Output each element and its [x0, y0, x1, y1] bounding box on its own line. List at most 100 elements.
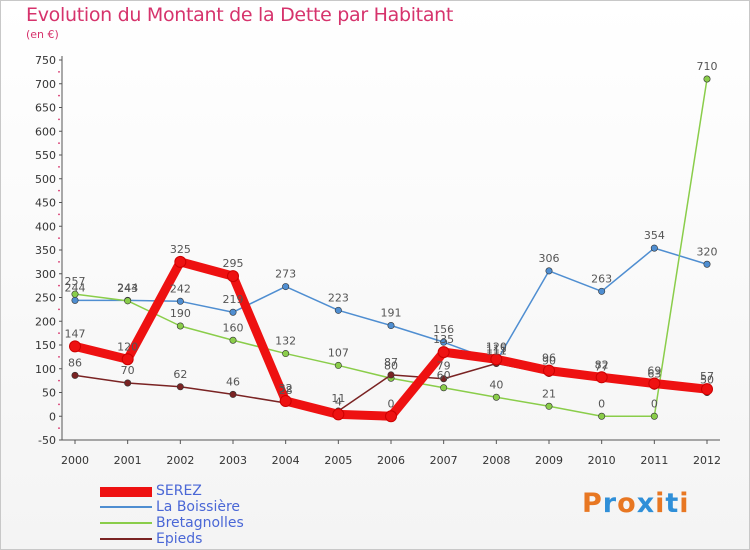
x-tick-label: 2009: [535, 454, 563, 467]
y-tick-label: 50: [42, 387, 56, 400]
data-point: [282, 350, 290, 358]
data-label: 320: [697, 245, 718, 258]
data-point: [71, 290, 79, 298]
data-label: 79: [437, 360, 451, 373]
y-tick-label: 550: [35, 149, 56, 162]
chart-subtitle: (en €): [26, 28, 59, 41]
y-tick-label: 150: [35, 339, 56, 352]
data-point: [703, 75, 711, 83]
y-tick-label: 200: [35, 315, 56, 328]
data-point: [598, 412, 606, 420]
logo-letter: r: [602, 488, 618, 519]
data-point: [332, 408, 345, 421]
data-point: [229, 390, 237, 398]
series-line-1: [74, 247, 708, 363]
data-label: 0: [651, 397, 658, 410]
y-minor-tick: [58, 94, 60, 97]
y-minor-tick: [58, 379, 60, 382]
y-minor-tick: [58, 260, 60, 263]
data-label: 69: [647, 364, 661, 377]
data-point: [71, 371, 79, 379]
y-minor-tick: [58, 70, 60, 73]
x-tick-label: 2005: [324, 454, 352, 467]
y-minor-tick: [58, 142, 60, 145]
data-point: [124, 379, 132, 387]
data-label: 325: [170, 243, 191, 256]
data-point: [703, 260, 711, 268]
data-point: [701, 383, 713, 396]
data-label: 4: [335, 395, 342, 408]
data-label: 354: [644, 229, 665, 242]
y-minor-tick: [58, 237, 60, 240]
x-tick-label: 2001: [114, 454, 142, 467]
data-label: 96: [542, 352, 556, 365]
data-label: 57: [700, 370, 714, 383]
data-point: [387, 371, 395, 379]
data-point: [595, 371, 608, 384]
data-point: [279, 395, 292, 408]
data-label: 62: [173, 368, 187, 381]
data-point: [440, 375, 448, 383]
data-label: 0: [388, 397, 395, 410]
data-label: 0: [598, 397, 605, 410]
data-label: 257: [65, 275, 86, 288]
legend-label-epieds: Epieds: [156, 531, 203, 547]
data-label: 111: [486, 345, 507, 358]
legend-swatch-serez: [100, 487, 152, 497]
y-minor-tick: [58, 213, 60, 216]
data-point: [124, 297, 132, 305]
data-label: 80: [384, 359, 398, 372]
data-label: 243: [117, 282, 138, 295]
data-label: 190: [170, 307, 191, 320]
data-label: 28: [279, 384, 293, 397]
data-label: 46: [226, 375, 240, 388]
data-label: 147: [65, 327, 86, 340]
y-tick-label: 0: [49, 410, 56, 423]
data-label: 191: [381, 307, 402, 320]
y-minor-tick: [58, 165, 60, 168]
logo-letter: o: [617, 488, 637, 519]
data-label: 60: [437, 369, 451, 382]
data-label: 115: [486, 343, 507, 356]
y-minor-tick: [58, 118, 60, 121]
data-point: [176, 297, 184, 305]
x-tick-label: 2012: [693, 454, 721, 467]
data-point: [229, 308, 237, 316]
y-minor-tick: [58, 427, 60, 430]
data-point: [227, 270, 239, 283]
data-point: [440, 338, 448, 346]
data-label: 32: [279, 382, 293, 395]
y-minor-tick: [58, 308, 60, 311]
data-label: 120: [486, 340, 507, 353]
data-point: [174, 255, 187, 268]
logo-letter: i: [655, 488, 666, 519]
proxiti-logo: Proxiti: [582, 488, 690, 519]
data-label: 219: [223, 293, 244, 306]
y-minor-tick: [58, 189, 60, 192]
logo-letter: t: [665, 488, 680, 519]
data-label: 160: [223, 321, 244, 334]
data-point: [648, 377, 661, 390]
data-label: 11: [331, 392, 345, 405]
data-label: 223: [328, 291, 349, 304]
data-point: [437, 346, 450, 359]
data-label: 244: [117, 281, 138, 294]
data-point: [387, 322, 395, 330]
data-label: 135: [433, 333, 454, 346]
y-tick-label: 700: [35, 78, 56, 91]
data-label: 244: [65, 281, 86, 294]
data-label: 273: [275, 268, 296, 281]
x-tick-label: 2003: [219, 454, 247, 467]
logo-letter: P: [582, 488, 603, 519]
y-tick-label: 300: [35, 268, 56, 281]
data-point: [69, 340, 81, 353]
data-point: [650, 412, 658, 420]
data-label: 63: [647, 367, 661, 380]
data-point: [490, 353, 503, 366]
x-tick-label: 2000: [61, 454, 89, 467]
data-point: [545, 402, 553, 410]
data-label: 86: [68, 356, 82, 369]
data-point: [440, 384, 448, 392]
y-tick-label: 450: [35, 197, 56, 210]
